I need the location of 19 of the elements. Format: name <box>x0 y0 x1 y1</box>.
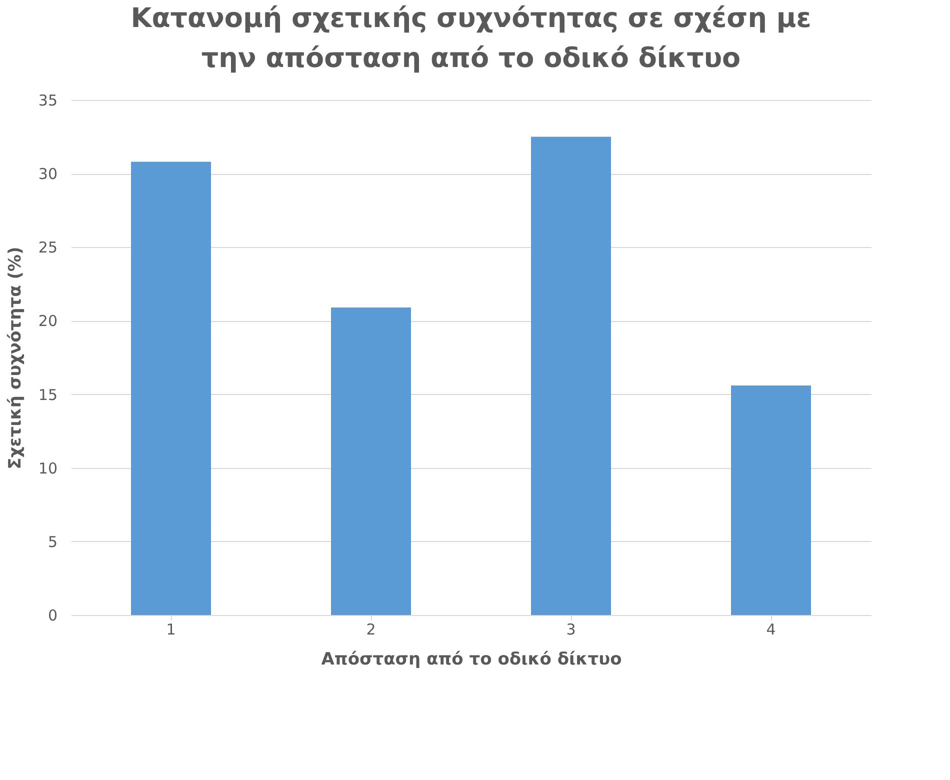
x-axis-title: Απόσταση από το οδικό δίκτυο <box>321 650 622 670</box>
x-tick-label: 3 <box>566 620 576 638</box>
chart-title: Κατανομή σχετικής συχνότητας σε σχέση με την απόσταση από το οδικό δίκτυο <box>130 3 812 74</box>
x-tick-label: 2 <box>366 620 376 638</box>
y-tick-label: 30 <box>38 165 58 184</box>
bar <box>531 136 611 615</box>
y-tick-label: 15 <box>38 386 58 404</box>
y-tick-label: 20 <box>38 312 58 330</box>
y-tick-label: 0 <box>48 606 58 624</box>
y-tick-label: 35 <box>38 92 58 110</box>
x-tick-label: 4 <box>766 620 776 638</box>
bar <box>731 385 811 615</box>
bar <box>331 307 411 615</box>
bar <box>131 162 211 615</box>
y-tick-label: 5 <box>48 532 58 551</box>
y-tick-label: 25 <box>38 238 58 257</box>
x-tick-label: 1 <box>166 620 176 638</box>
y-axis-title: Σχετική συχνότητα (%) <box>5 246 26 470</box>
y-tick-label: 10 <box>38 459 58 478</box>
